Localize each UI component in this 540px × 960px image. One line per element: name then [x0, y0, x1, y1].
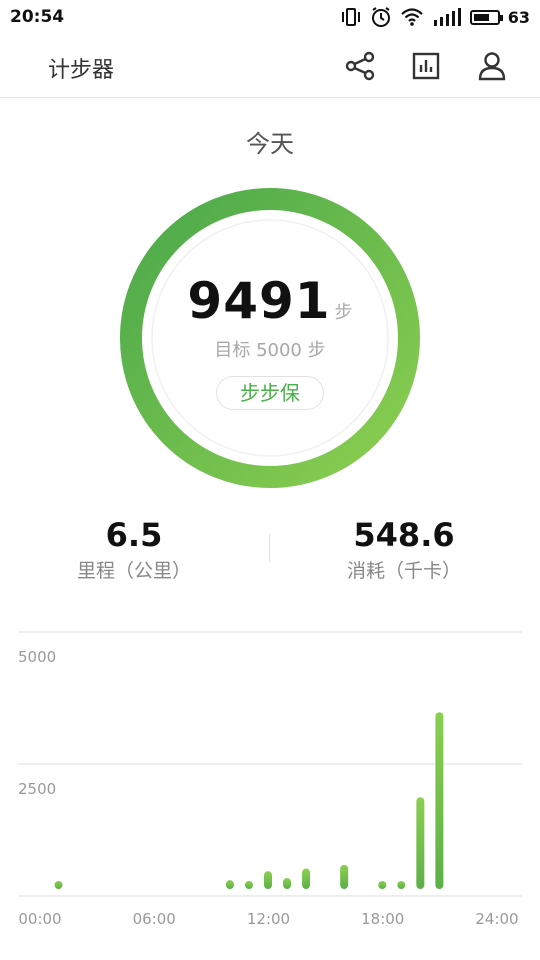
stats-divider [269, 534, 270, 562]
x-tick-label: 24:00 [475, 910, 518, 928]
chart-bar[interactable] [416, 797, 424, 889]
x-tick-label: 00:00 [18, 910, 61, 928]
wifi-icon [400, 7, 424, 27]
distance-label: 里程（公里） [34, 556, 234, 583]
chart-bar[interactable] [397, 881, 405, 889]
steps-count: 9491 [187, 272, 330, 330]
step-progress-ring: 9491 步 目标 5000 步 步步保 [120, 188, 420, 488]
chart-bar[interactable] [226, 880, 234, 889]
x-tick-label: 12:00 [247, 910, 290, 928]
chart-bar[interactable] [264, 871, 272, 889]
y-tick-label: 5000 [18, 648, 56, 666]
page-title: 计步器 [48, 52, 114, 84]
distance-value: 6.5 [34, 516, 234, 554]
today-label: 今天 [0, 124, 540, 159]
battery-icon [470, 10, 500, 25]
vibrate-icon [340, 7, 362, 27]
distance-stat: 6.5 里程（公里） [34, 516, 234, 583]
hourly-steps-chart: 5000 2500 00:00 06:00 12:00 18:00 24:00 [0, 630, 540, 950]
calories-label: 消耗（千卡） [304, 556, 504, 583]
share-icon[interactable] [344, 50, 376, 82]
chart-icon[interactable] [410, 50, 442, 82]
step-goal: 目标 5000 步 [120, 336, 420, 362]
steps-unit: 步 [335, 302, 353, 323]
x-tick-label: 06:00 [133, 910, 176, 928]
signal-4g-icon [432, 7, 462, 27]
battery-percent: 63 [508, 8, 530, 27]
chart-bar[interactable] [283, 878, 291, 889]
chart-bar[interactable] [55, 881, 63, 889]
bubu-bao-button[interactable]: 步步保 [216, 376, 324, 410]
steps-row: 9491 步 [120, 272, 420, 330]
chart-bar[interactable] [245, 881, 253, 889]
ring-center: 9491 步 目标 5000 步 步步保 [120, 188, 420, 488]
chart-bar[interactable] [302, 869, 310, 889]
app-bar: 计步器 [0, 34, 540, 98]
calories-stat: 548.6 消耗（千卡） [304, 516, 504, 583]
calories-value: 548.6 [304, 516, 504, 554]
status-icons: 63 [340, 6, 530, 28]
x-tick-label: 18:00 [361, 910, 404, 928]
profile-icon[interactable] [476, 50, 508, 82]
chart-bar[interactable] [378, 881, 386, 889]
chart-bar[interactable] [340, 865, 348, 889]
alarm-icon [370, 6, 392, 28]
status-time: 20:54 [10, 7, 64, 27]
status-bar: 20:54 63 [0, 0, 540, 34]
y-tick-label: 2500 [18, 780, 56, 798]
chart-bar[interactable] [435, 712, 443, 889]
